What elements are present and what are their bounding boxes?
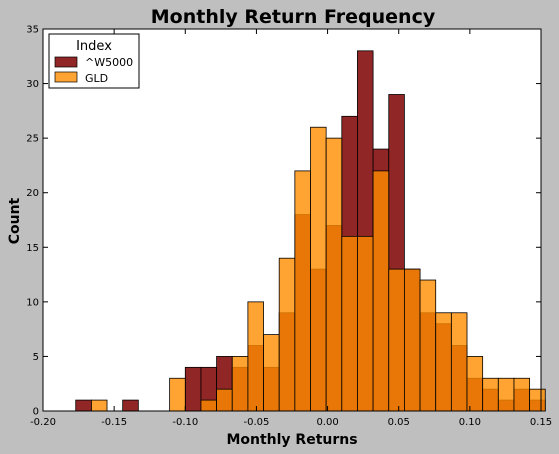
- chart-title: Monthly Return Frequency: [151, 6, 436, 28]
- legend-title: Index: [76, 39, 112, 54]
- y-tick-label: 35: [26, 25, 39, 36]
- bar-gld-6: [263, 334, 280, 412]
- x-tick-label: -0.05: [243, 417, 269, 428]
- legend-label-w5000: ^W5000: [85, 56, 133, 69]
- bar-gld-19: [466, 356, 484, 412]
- bar-gld-8: [294, 170, 311, 412]
- ticks-layer: -0.20 -0.15 -0.10 -0.05 0.00 0.05 0.10 0.15 0 5 10…: [26, 25, 552, 429]
- bar-gld-23: [529, 388, 546, 412]
- bars-layer: [75, 50, 546, 412]
- bar-gld-0: [90, 399, 108, 412]
- bar-gld-4: [231, 356, 249, 412]
- y-tick-label: 25: [26, 134, 39, 145]
- legend-swatch-gld: [54, 71, 78, 83]
- y-tick-label: 5: [33, 352, 39, 363]
- bar-gld-5: [247, 301, 264, 412]
- bar-gld-22: [513, 377, 531, 412]
- bar-gld-13: [372, 170, 390, 412]
- legend: Index ^W5000 GLD: [48, 33, 140, 89]
- x-tick-label: 0.10: [459, 417, 481, 428]
- bar-gld-21: [497, 377, 515, 412]
- legend-label-gld: GLD: [85, 72, 108, 85]
- y-tick-label: 10: [26, 297, 39, 308]
- legend-swatch-w5000: [54, 56, 78, 68]
- bar-gld-7: [278, 257, 296, 412]
- bar-gld-9: [310, 126, 327, 412]
- bar-gld-18: [450, 312, 468, 412]
- bar-gld-2: [200, 399, 217, 412]
- x-tick-label: -0.15: [101, 417, 127, 428]
- bar-gld-15: [404, 268, 421, 412]
- bar-w5000-0: [75, 399, 92, 412]
- bar-gld-14: [388, 268, 405, 412]
- x-tick-label: -0.20: [30, 417, 56, 428]
- x-tick-label: 0.00: [316, 417, 338, 428]
- x-axis-label: Monthly Returns: [226, 432, 357, 448]
- y-tick-label: 20: [26, 188, 39, 199]
- bar-gld-11: [341, 235, 358, 412]
- bar-gld-1: [169, 377, 186, 412]
- y-axis-label: Count: [7, 197, 23, 244]
- bar-gld-20: [482, 377, 499, 412]
- x-tick-label: 0.05: [388, 417, 410, 428]
- bar-w5000-1: [122, 399, 139, 412]
- bar-w5000-2: [184, 366, 202, 412]
- bar-gld-17: [435, 312, 452, 412]
- bar-gld-16: [419, 279, 437, 412]
- plot-frame: [42, 28, 542, 412]
- bar-gld-3: [216, 388, 233, 412]
- x-tick-label: -0.10: [172, 417, 198, 428]
- y-tick-label: 0: [33, 407, 39, 418]
- y-tick-label: 30: [26, 79, 39, 90]
- x-tick-label: 0.15: [530, 417, 552, 428]
- y-tick-label: 15: [26, 243, 39, 254]
- bar-gld-12: [357, 235, 374, 412]
- bar-gld-10: [325, 137, 343, 412]
